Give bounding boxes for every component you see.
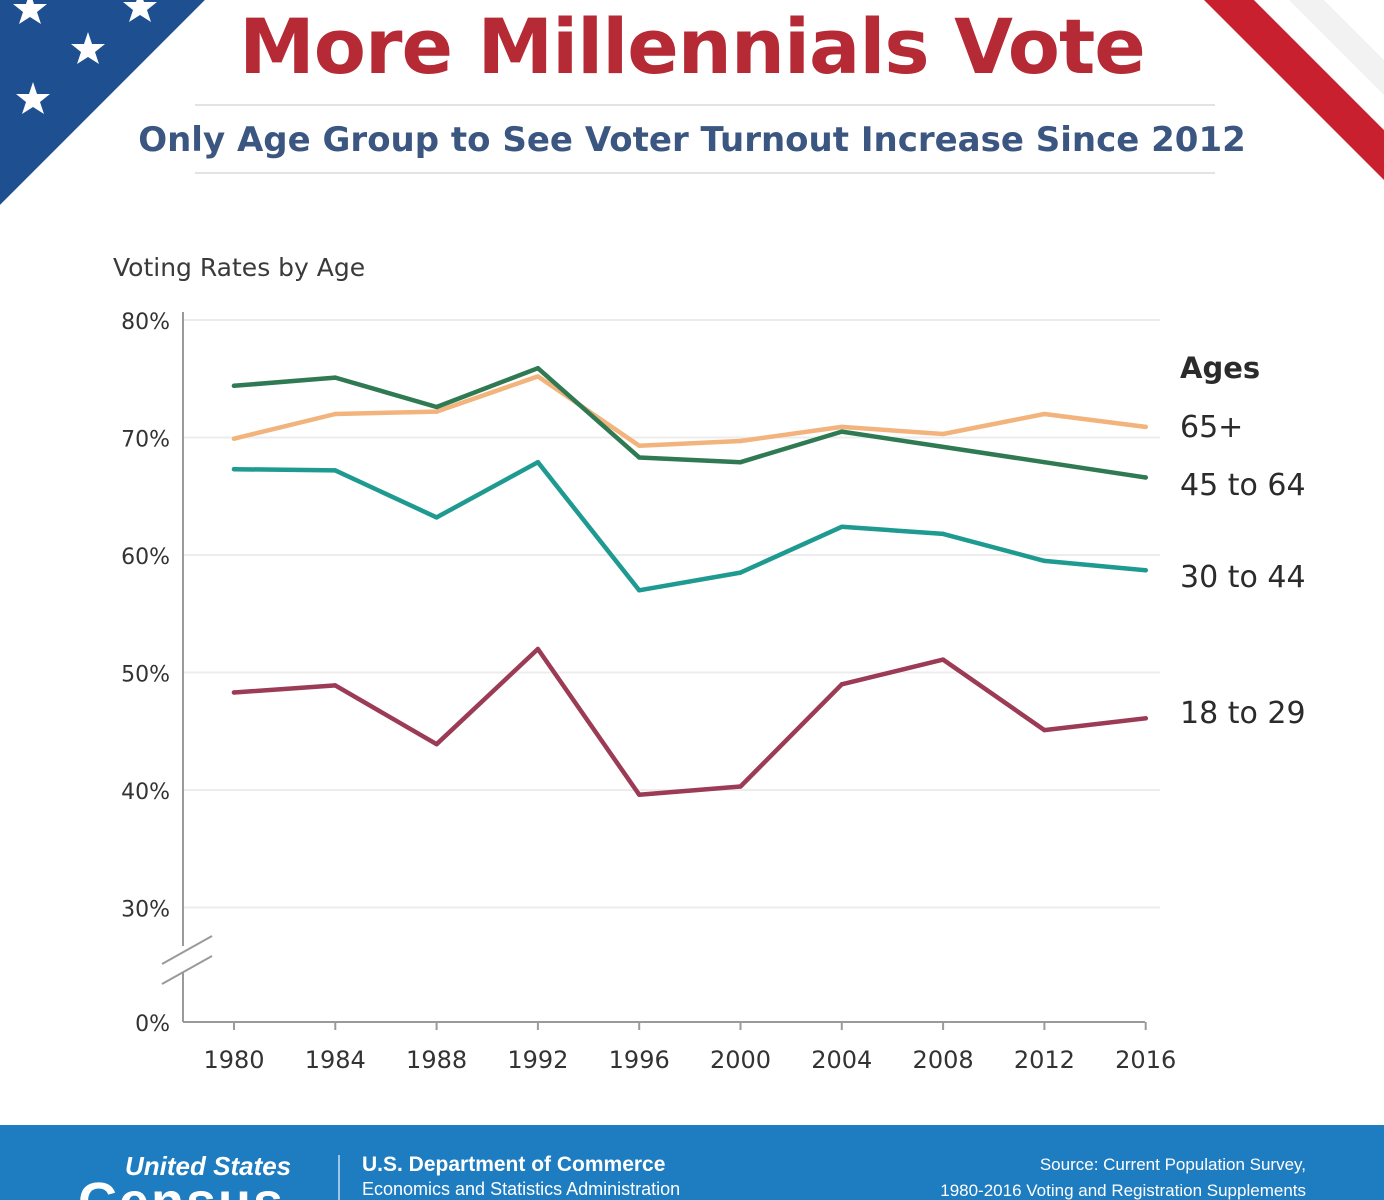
data-point bbox=[738, 784, 743, 789]
legend-label-18-to-29: 18 to 29 bbox=[1180, 696, 1306, 731]
y-tick-label: 70% bbox=[121, 428, 170, 453]
series-line-45-to-64 bbox=[231, 365, 1148, 480]
y-tick-label: 40% bbox=[121, 780, 170, 805]
axis-break-mark bbox=[161, 955, 213, 985]
y-tick-label: 80% bbox=[121, 310, 170, 335]
x-tick-label: 2008 bbox=[913, 1046, 974, 1074]
data-point bbox=[434, 515, 439, 520]
y-tick-label: 0% bbox=[135, 1012, 170, 1037]
legend-title: Ages bbox=[1180, 351, 1260, 385]
data-point bbox=[940, 657, 946, 662]
x-tick-label: 1992 bbox=[507, 1046, 568, 1074]
star-icon bbox=[71, 32, 105, 64]
data-point bbox=[333, 411, 338, 417]
page-subtitle: Only Age Group to See Voter Turnout Incr… bbox=[138, 120, 1246, 160]
series-line-18-to-29 bbox=[231, 646, 1148, 797]
x-tick-label: 1996 bbox=[609, 1046, 670, 1074]
census-brand-line1: United States bbox=[125, 1151, 292, 1181]
data-point bbox=[940, 431, 946, 437]
data-point bbox=[535, 459, 541, 465]
data-point bbox=[839, 429, 844, 434]
data-point bbox=[1143, 475, 1148, 480]
series-line-30-to-44 bbox=[231, 459, 1148, 593]
data-point bbox=[839, 424, 844, 430]
y-tick-label: 60% bbox=[121, 545, 170, 570]
title-divider bbox=[195, 104, 1215, 106]
department-subname: Economics and Statistics Administration bbox=[362, 1179, 681, 1199]
flag-stars-corner bbox=[0, 0, 220, 220]
data-point bbox=[1042, 411, 1047, 417]
x-tick-label: 2016 bbox=[1115, 1046, 1176, 1074]
chart-title: Voting Rates by Age bbox=[113, 253, 365, 282]
series-line-65- bbox=[231, 374, 1148, 448]
x-tick-label: 1984 bbox=[305, 1046, 366, 1074]
x-tick-label: 2004 bbox=[811, 1046, 872, 1074]
y-tick-label: 30% bbox=[121, 898, 170, 923]
data-point bbox=[434, 741, 439, 747]
axis-break-gap bbox=[179, 946, 187, 972]
legend-label-30-to-44: 30 to 44 bbox=[1180, 560, 1306, 595]
data-point bbox=[231, 436, 237, 441]
data-point bbox=[333, 468, 338, 473]
voting-rates-chart: Voting Rates by Age 0% 30% 40% 50% 60% 70% 80% 1… bbox=[113, 253, 1306, 1074]
department-name: U.S. Department of Commerce bbox=[362, 1153, 666, 1176]
x-tick-label: 1988 bbox=[406, 1046, 467, 1074]
star-icon bbox=[16, 82, 50, 114]
data-point bbox=[231, 383, 237, 388]
data-point bbox=[231, 690, 237, 695]
data-point bbox=[535, 374, 541, 379]
data-point bbox=[637, 588, 642, 593]
data-point bbox=[1143, 424, 1148, 430]
x-tick-label: 1980 bbox=[203, 1046, 264, 1074]
data-point bbox=[231, 467, 237, 472]
data-point bbox=[839, 682, 844, 687]
data-point bbox=[333, 375, 338, 380]
data-point bbox=[1143, 716, 1148, 721]
data-point bbox=[434, 404, 439, 410]
axis-break-mark bbox=[161, 935, 213, 965]
data-point bbox=[1042, 727, 1047, 733]
data-point bbox=[1042, 558, 1047, 564]
footer-divider bbox=[338, 1155, 340, 1200]
data-point bbox=[637, 792, 642, 797]
data-point bbox=[738, 438, 743, 444]
star-icon bbox=[13, 0, 47, 24]
data-point bbox=[738, 459, 743, 465]
data-point bbox=[1143, 568, 1148, 573]
census-brand-line2: Census bbox=[78, 1171, 285, 1200]
data-point bbox=[738, 570, 743, 575]
legend-label-65-: 65+ bbox=[1180, 410, 1243, 445]
data-point bbox=[940, 531, 946, 537]
source-line-2: 1980-2016 Voting and Registration Supple… bbox=[940, 1181, 1306, 1200]
data-point bbox=[637, 443, 642, 448]
data-point bbox=[940, 444, 946, 450]
data-point bbox=[839, 524, 844, 529]
legend-label-45-to-64: 45 to 64 bbox=[1180, 468, 1306, 503]
x-tick-label: 2000 bbox=[710, 1046, 771, 1074]
x-tick-label: 2012 bbox=[1014, 1046, 1075, 1074]
subtitle-divider bbox=[195, 172, 1215, 174]
data-point bbox=[434, 409, 439, 414]
source-line-1: Source: Current Population Survey, bbox=[1039, 1155, 1306, 1174]
star-icon bbox=[123, 0, 157, 22]
data-point bbox=[535, 646, 541, 652]
y-tick-label: 50% bbox=[121, 663, 170, 688]
footer-bar: United States Census U.S. Department of … bbox=[0, 1125, 1384, 1200]
data-point bbox=[333, 683, 338, 688]
page-title: More Millennials Vote bbox=[239, 2, 1146, 91]
data-point bbox=[637, 455, 642, 460]
data-point bbox=[535, 365, 541, 371]
flag-stripes-corner bbox=[1204, 0, 1384, 180]
data-point bbox=[1042, 459, 1047, 465]
